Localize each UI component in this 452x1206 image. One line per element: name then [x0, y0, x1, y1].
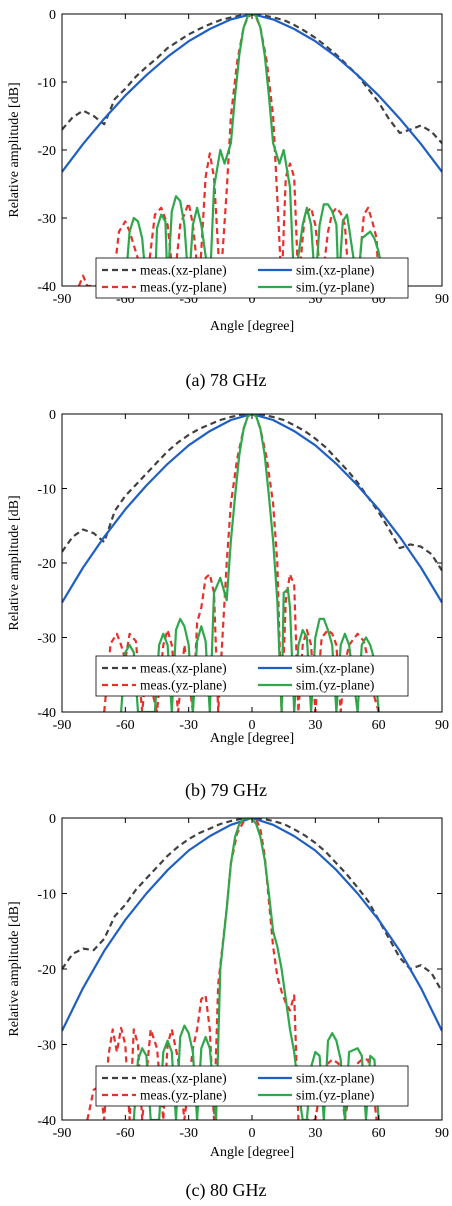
x-axis-label: Angle [degree]	[210, 319, 294, 334]
x-tick-label: -90	[53, 1126, 72, 1141]
y-tick-label: -20	[37, 557, 56, 572]
y-tick-label: -40	[37, 706, 56, 721]
y-tick-label: -30	[37, 1039, 56, 1054]
y-tick-label: -20	[37, 144, 56, 159]
series-line-sim-xz-plane	[62, 14, 442, 173]
y-tick-label: -40	[37, 280, 56, 295]
series-line-meas-xz-plane	[62, 414, 442, 572]
legend-entry: meas.(yz-plane)	[140, 280, 227, 295]
y-axis-label: Relative amplitude [dB]	[7, 901, 22, 1036]
y-axis-label: Relative amplitude [dB]	[7, 82, 22, 217]
legend-entry: meas.(xz-plane)	[140, 263, 227, 278]
legend-box	[95, 655, 409, 697]
legend-entry: sim.(yz-plane)	[296, 678, 374, 693]
x-tick-label: 0	[249, 292, 256, 307]
series-line-meas-xz-plane	[62, 818, 442, 993]
legend-entry: sim.(xz-plane)	[296, 1071, 374, 1086]
chart-80ghz: -90 -60 -30 0 30 60 90 0 -10 -20 -30 -40 Angle [degr…	[7, 812, 449, 1160]
y-tick-label: -10	[37, 483, 56, 498]
x-tick-label: -30	[179, 718, 198, 733]
y-tick-label: -30	[37, 212, 56, 227]
legend-entry: meas.(xz-plane)	[140, 1071, 227, 1086]
y-tick-label: -10	[37, 888, 56, 903]
x-tick-label: 30	[308, 1126, 322, 1141]
x-tick-label: 60	[372, 718, 386, 733]
chart-79ghz: -90 -60 -30 0 30 60 90 0 -10 -20 -30 -40 Angle [degr…	[7, 408, 449, 746]
legend-entry: meas.(xz-plane)	[140, 661, 227, 676]
x-tick-label: -60	[116, 718, 135, 733]
legend-entry: meas.(yz-plane)	[140, 1088, 227, 1103]
x-tick-label: 60	[372, 1126, 386, 1141]
caption-79ghz: (b) 79 GHz	[185, 780, 267, 801]
y-tick-label: 0	[49, 8, 56, 23]
caption-78ghz: (a) 78 GHz	[186, 370, 267, 391]
x-tick-label: 90	[435, 292, 449, 307]
x-tick-label: -90	[53, 718, 72, 733]
x-tick-label: -60	[116, 1126, 135, 1141]
legend: meas.(xz-plane) sim.(xz-plane) meas.(yz-pl…	[95, 1065, 409, 1107]
legend-entry: sim.(xz-plane)	[296, 263, 374, 278]
legend-entry: meas.(yz-plane)	[140, 678, 227, 693]
y-axis-label: Relative amplitude [dB]	[7, 495, 22, 630]
legend-box	[95, 1065, 409, 1107]
y-tick-label: -10	[37, 76, 56, 91]
legend-entry: sim.(xz-plane)	[296, 661, 374, 676]
y-tick-label: 0	[49, 812, 56, 827]
series-line-meas-xz-plane	[62, 14, 442, 144]
legend-box	[95, 257, 409, 299]
x-tick-label: 90	[435, 718, 449, 733]
y-tick-label: -30	[37, 632, 56, 647]
legend-entry: sim.(yz-plane)	[296, 1088, 374, 1103]
legend-entry: sim.(yz-plane)	[296, 280, 374, 295]
x-tick-label: -90	[53, 292, 72, 307]
y-tick-label: -20	[37, 963, 56, 978]
series-line-meas-yz-plane	[77, 14, 380, 286]
series-line-sim-yz-plane	[124, 14, 392, 286]
legend: meas.(xz-plane) sim.(xz-plane) meas.(yz-pl…	[95, 257, 409, 299]
x-axis-label: Angle [degree]	[210, 731, 294, 746]
plot-frame	[61, 13, 443, 287]
x-tick-label: 0	[249, 718, 256, 733]
x-tick-label: 30	[308, 718, 322, 733]
x-tick-label: 0	[249, 1126, 256, 1141]
legend: meas.(xz-plane) sim.(xz-plane) meas.(yz-pl…	[95, 655, 409, 697]
x-tick-label: -30	[179, 1126, 198, 1141]
caption-80ghz: (c) 80 GHz	[186, 1180, 267, 1201]
x-axis-label: Angle [degree]	[210, 1145, 294, 1160]
x-tick-label: 90	[435, 1126, 449, 1141]
y-tick-label: -40	[37, 1114, 56, 1129]
series-line-sim-xz-plane	[62, 818, 442, 1032]
y-tick-label: 0	[49, 408, 56, 423]
series-line-sim-xz-plane	[62, 414, 442, 604]
